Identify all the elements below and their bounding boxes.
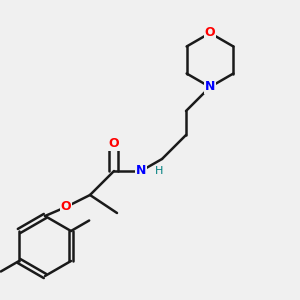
Text: N: N <box>136 164 146 178</box>
Text: O: O <box>109 137 119 151</box>
Text: H: H <box>155 166 163 176</box>
Text: O: O <box>205 26 215 40</box>
Text: O: O <box>61 200 71 214</box>
Text: N: N <box>205 80 215 94</box>
